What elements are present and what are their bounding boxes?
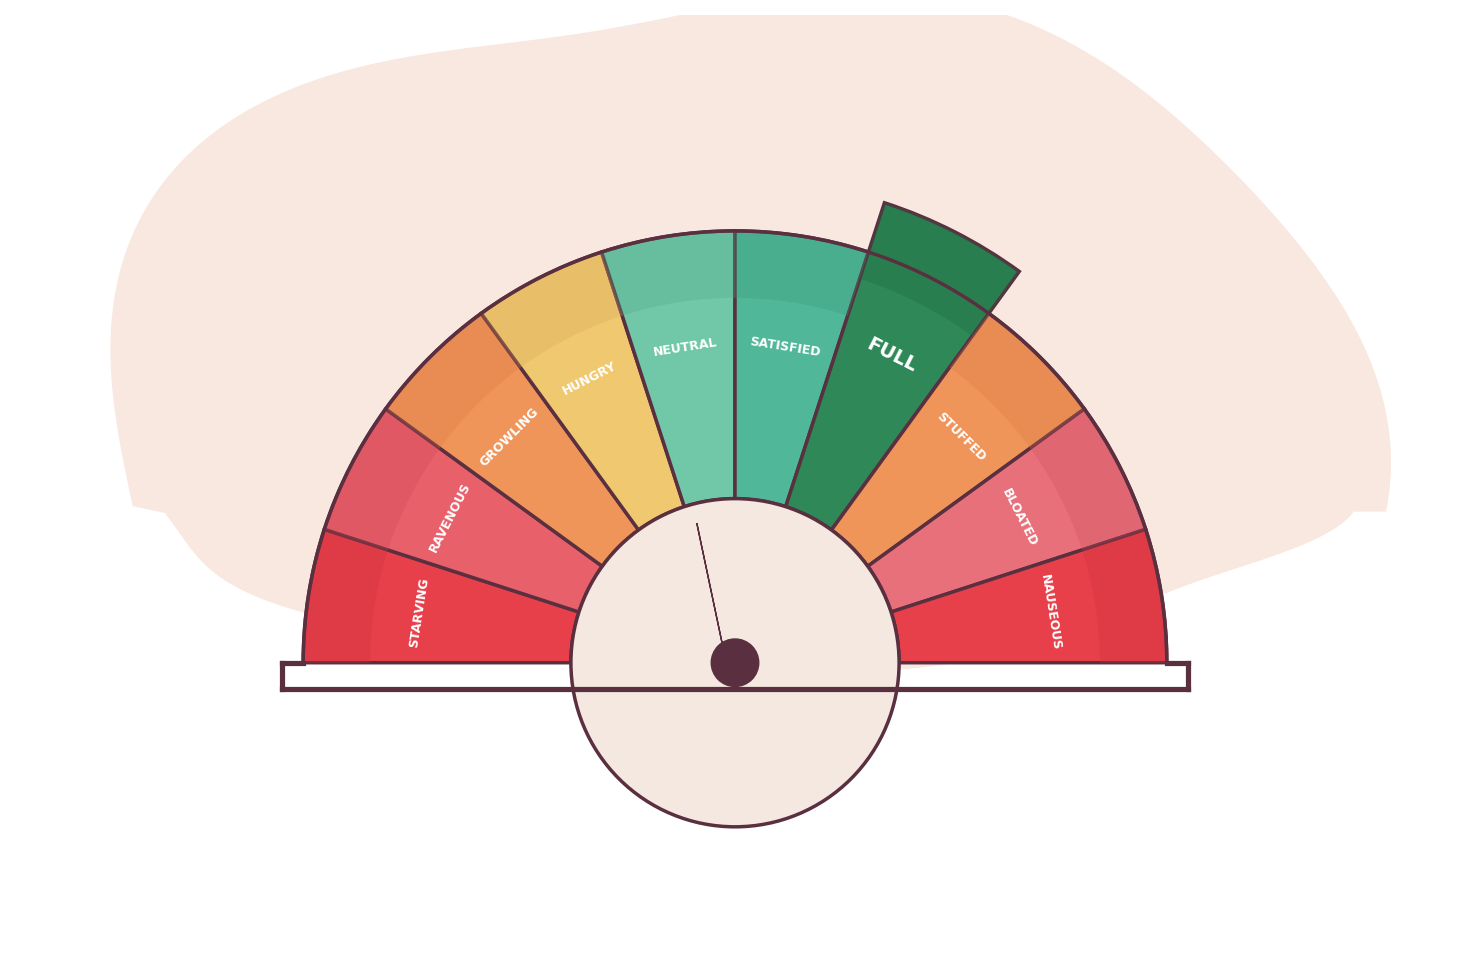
Wedge shape [1082,529,1167,662]
Circle shape [711,639,759,686]
Text: NEUTRAL: NEUTRAL [653,335,717,359]
Wedge shape [481,252,685,530]
Polygon shape [697,523,726,663]
Wedge shape [325,409,603,612]
Wedge shape [891,529,1167,662]
Text: GROWLING: GROWLING [478,405,541,468]
Wedge shape [601,231,735,507]
Text: BLOATED: BLOATED [1000,486,1039,549]
Wedge shape [735,231,869,507]
Text: RAVENOUS: RAVENOUS [428,480,473,555]
Text: FULL: FULL [863,334,920,375]
Text: NAUSEOUS: NAUSEOUS [1038,574,1063,652]
Wedge shape [1030,409,1145,550]
Text: STUFFED: STUFFED [933,410,988,464]
Wedge shape [860,203,1019,336]
Text: STARVING: STARVING [407,577,431,649]
Wedge shape [303,529,579,662]
Wedge shape [785,203,1019,530]
Circle shape [570,499,900,827]
Text: HUNGRY: HUNGRY [560,359,619,397]
Text: SATISFIED: SATISFIED [748,335,822,359]
Wedge shape [601,231,735,316]
Wedge shape [735,231,869,316]
Wedge shape [385,314,638,566]
Wedge shape [950,314,1085,448]
Wedge shape [481,252,622,368]
Wedge shape [325,409,440,550]
Polygon shape [110,0,1391,673]
Wedge shape [303,529,388,662]
Wedge shape [385,314,520,448]
Wedge shape [832,314,1085,566]
Wedge shape [867,409,1145,612]
